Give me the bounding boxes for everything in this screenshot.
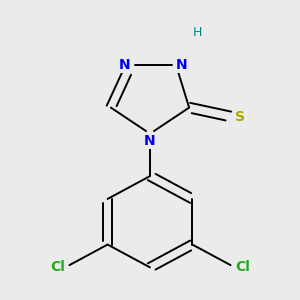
Text: S: S bbox=[235, 110, 245, 124]
Text: H: H bbox=[192, 26, 202, 39]
Text: Cl: Cl bbox=[235, 260, 250, 274]
Text: N: N bbox=[144, 134, 156, 148]
Text: Cl: Cl bbox=[50, 260, 65, 274]
Text: N: N bbox=[176, 58, 188, 72]
Text: N: N bbox=[119, 58, 130, 72]
